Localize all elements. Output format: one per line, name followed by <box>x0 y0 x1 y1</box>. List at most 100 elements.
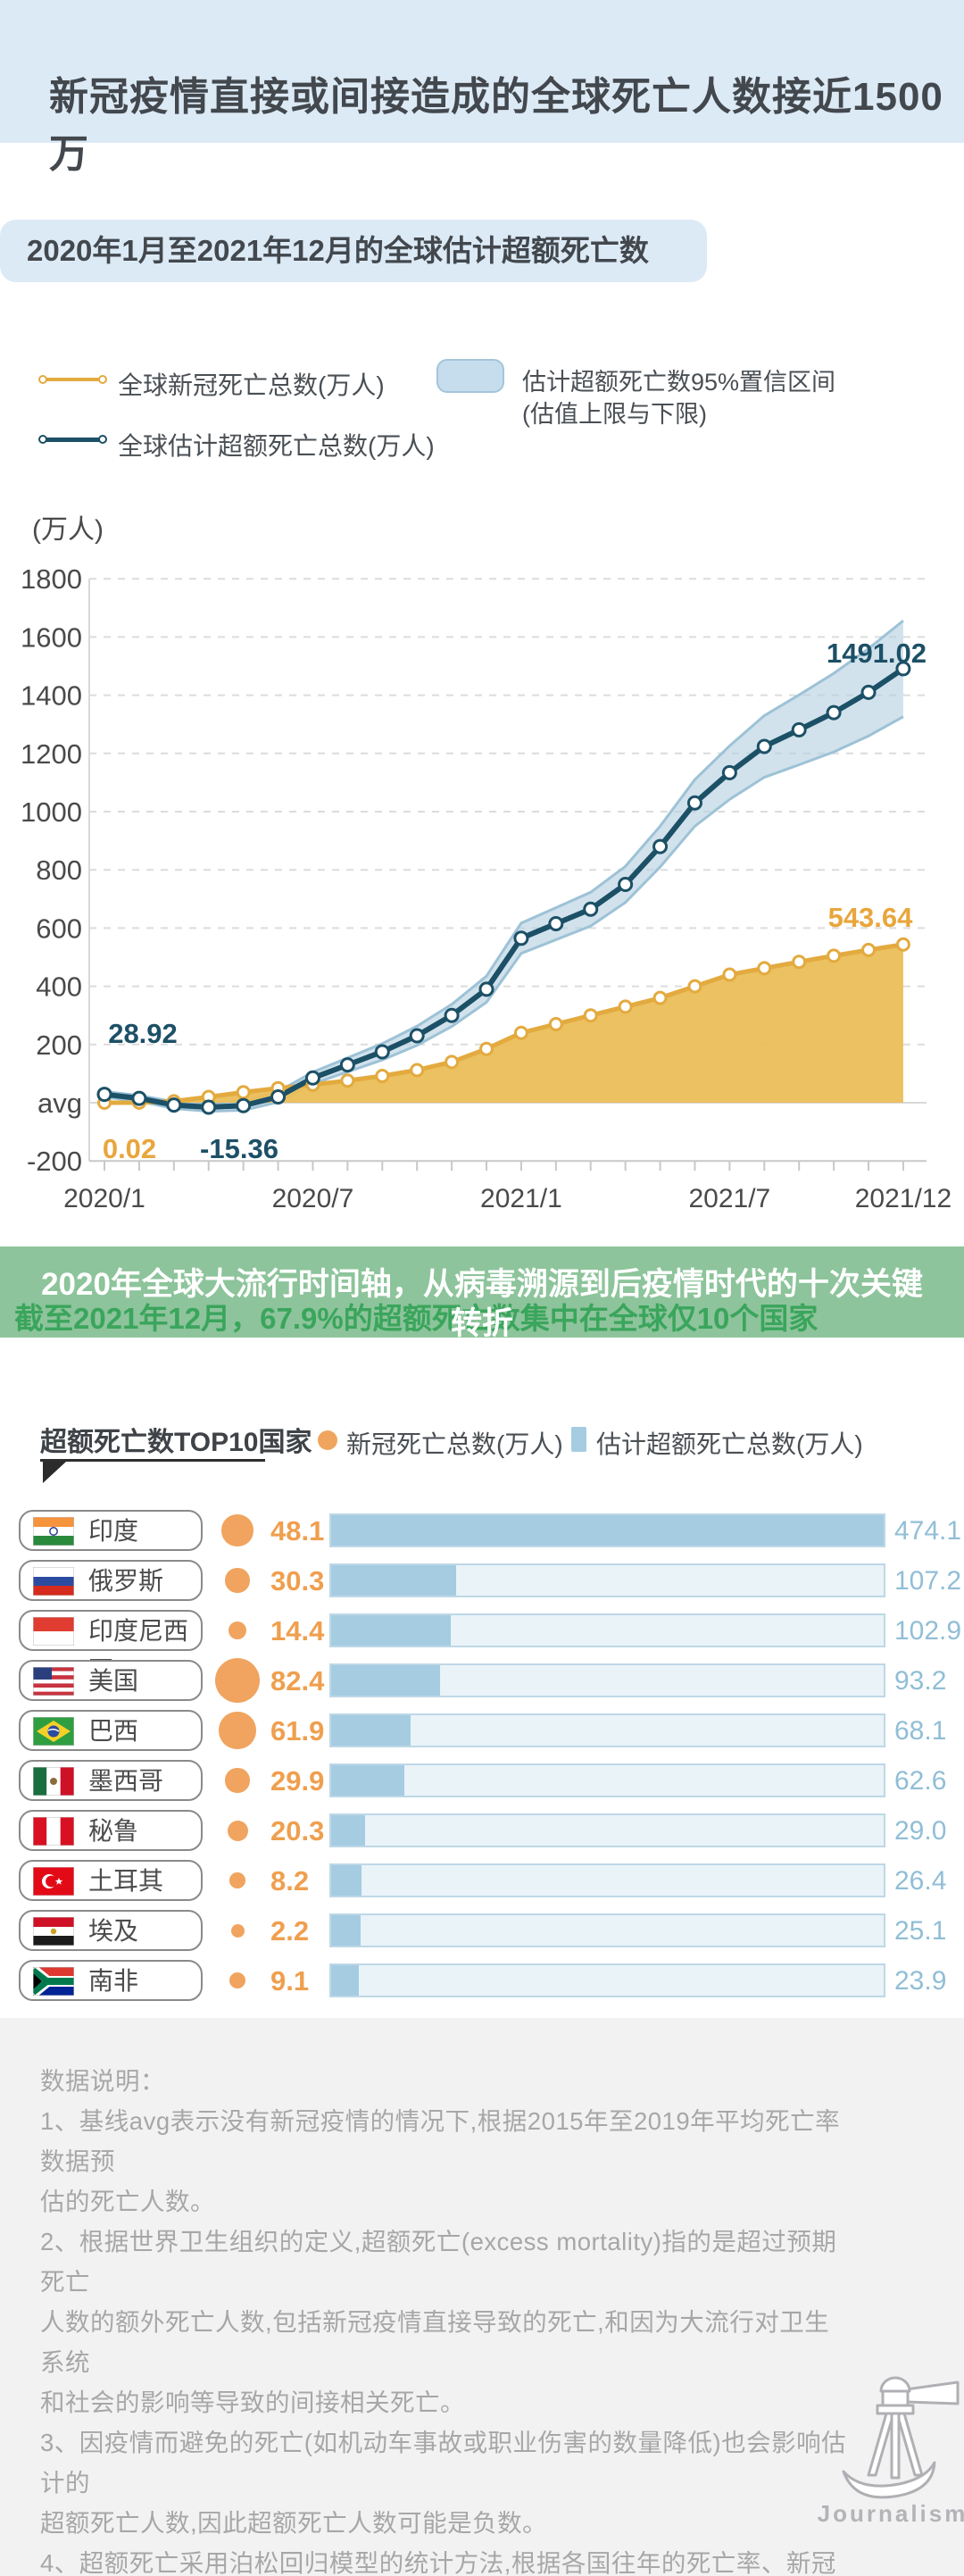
excess-deaths-value: 102.9 <box>894 1616 962 1646</box>
country-name: 印度尼西亚 <box>88 1617 189 1684</box>
bar-legend-excess-square <box>571 1427 586 1452</box>
svg-text:200: 200 <box>36 1030 82 1061</box>
svg-text:1200: 1200 <box>21 738 82 770</box>
overlay-title-line1: 2020年全球大流行时间轴，从病毒溯源到后疫情时代的十次关键 <box>41 1267 923 1302</box>
svg-text:2021/1: 2021/1 <box>480 1184 562 1213</box>
covid-deaths-value: 2.2 <box>270 1915 310 1947</box>
legend-ci-line2: (估值上限与下限) <box>522 401 707 428</box>
covid-deaths-dot <box>230 1923 245 1938</box>
svg-text:avg: avg <box>37 1088 82 1119</box>
header-banner: 新冠疫情直接或间接造成的全球死亡人数接近1500万 <box>0 0 964 176</box>
excess-bar-fill <box>331 1865 362 1896</box>
covid-deaths-dot <box>227 1820 248 1841</box>
excess-bar-fill <box>331 1565 456 1596</box>
excess-bar-track <box>329 1863 885 1897</box>
note-line-1: 1、基线avg表示没有新冠疫情的情况下,根据2015年至2019年平均死亡率数据… <box>40 2107 841 2175</box>
country-pill: 埃及 <box>19 1910 203 1951</box>
excess-bar-fill <box>331 1915 361 1946</box>
covid-deaths-value: 20.3 <box>270 1815 325 1847</box>
covid-deaths-dot <box>229 1972 245 1988</box>
chart-title-box: 2020年1月至2021年12月的全球估计超额死亡数 <box>0 220 707 282</box>
excess-deaths-value: 23.9 <box>894 1966 947 1996</box>
top10-row-tr: 土耳其 8.2 26.4 <box>0 1860 964 1901</box>
covid-deaths-value: 8.2 <box>270 1865 310 1897</box>
covid-deaths-dot <box>225 1568 250 1593</box>
eg-flag-icon <box>33 1917 74 1946</box>
country-name: 墨西哥 <box>88 1767 164 1795</box>
bar-legend-covid-label: 新冠死亡总数(万人) <box>346 1430 563 1458</box>
covid-swatch-dot-right <box>98 375 107 384</box>
covid-deaths-value: 48.1 <box>270 1515 325 1546</box>
excess-deaths-value: 29.0 <box>894 1816 947 1846</box>
top10-row-us: 美国 82.4 93.2 <box>0 1657 964 1704</box>
top10-row-in: 印度 48.1 474.1 <box>0 1510 964 1551</box>
pe-flag-icon <box>33 1817 74 1846</box>
excess-bar-track <box>329 1663 885 1697</box>
svg-text:-15.36: -15.36 <box>200 1133 278 1164</box>
page-title: 新冠疫情直接或间接造成的全球死亡人数接近1500万 <box>49 75 943 176</box>
covid-deaths-value: 82.4 <box>270 1665 325 1696</box>
svg-text:2020/7: 2020/7 <box>272 1184 354 1213</box>
covid-deaths-dot <box>221 1514 253 1546</box>
svg-text:-200: -200 <box>27 1146 82 1177</box>
svg-text:2021/12: 2021/12 <box>855 1184 952 1213</box>
logo-text: Journalism <box>817 2500 964 2527</box>
top10-section-header: 截至2021年12月，67.9%的超额死亡数集中在全球仅10个国家 <box>14 1302 819 1335</box>
top10-row-id: 印度尼西亚 14.4 102.9 <box>0 1610 964 1684</box>
country-pill: 俄罗斯 <box>19 1560 203 1601</box>
confidence-band-swatch <box>436 359 504 393</box>
note-line-8: 4、超额死亡采用泊松回归模型的统计方法,根据各国往年的死亡率、新冠死亡率 <box>40 2549 836 2576</box>
excess-deaths-value: 93.2 <box>894 1666 947 1696</box>
excess-swatch-dot-left <box>38 435 47 444</box>
excess-bar-fill <box>331 1615 451 1646</box>
svg-text:2020/1: 2020/1 <box>63 1184 145 1213</box>
country-pill: 南非 <box>19 1960 203 2001</box>
excess-deaths-value: 26.4 <box>894 1866 947 1896</box>
top10-title-underline <box>40 1459 265 1462</box>
bar-legend-excess-label: 估计超额死亡总数(万人) <box>596 1430 863 1458</box>
note-line-2: 估的死亡人数。 <box>40 2188 215 2215</box>
top10-row-pe: 秘鲁 20.3 29.0 <box>0 1810 964 1851</box>
svg-text:1800: 1800 <box>21 563 82 595</box>
excess-deaths-value: 62.6 <box>894 1766 947 1796</box>
country-name: 印度 <box>88 1517 139 1545</box>
covid-deaths-value: 30.3 <box>270 1565 325 1596</box>
covid-deaths-dot <box>228 1621 247 1640</box>
svg-text:2021/7: 2021/7 <box>688 1184 770 1213</box>
country-name: 南非 <box>88 1967 139 1995</box>
country-pill: 土耳其 <box>19 1860 203 1901</box>
country-pill: 秘鲁 <box>19 1810 203 1851</box>
ru-flag-icon <box>33 1567 74 1596</box>
covid-deaths-dot <box>225 1768 250 1793</box>
br-flag-icon <box>33 1717 74 1746</box>
excess-deaths-value: 68.1 <box>894 1716 947 1746</box>
overlay-title-line2: 转折 <box>450 1306 513 1341</box>
id-flag-icon <box>33 1617 74 1646</box>
svg-text:600: 600 <box>36 913 82 944</box>
covid-deaths-value: 29.9 <box>270 1765 325 1797</box>
note-line-4: 人数的额外死亡人数,包括新冠疫情直接导致的死亡,和因为大流行对卫生系统 <box>40 2308 830 2376</box>
in-flag-icon <box>33 1517 74 1546</box>
top10-row-mx: 墨西哥 29.9 62.6 <box>0 1760 964 1801</box>
country-pill: 墨西哥 <box>19 1760 203 1801</box>
excess-bar-fill <box>331 1965 359 1996</box>
excess-bar-fill <box>331 1665 440 1696</box>
svg-text:28.92: 28.92 <box>108 1018 178 1049</box>
note-line-7: 超额死亡人数,因此超额死亡人数可能是负数。 <box>40 2509 548 2537</box>
country-name: 秘鲁 <box>88 1817 139 1845</box>
excess-bar-track <box>329 1963 885 1997</box>
svg-text:1600: 1600 <box>21 621 82 653</box>
top10-row-br: 巴西 61.9 68.1 <box>0 1710 964 1751</box>
bar-legend-covid-dot <box>318 1430 337 1450</box>
excess-bar-track <box>329 1613 885 1647</box>
excess-bar-track <box>329 1713 885 1747</box>
covid-swatch-dot-left <box>38 375 47 384</box>
excess-bar-track <box>329 1813 885 1847</box>
top10-row-eg: 埃及 2.2 25.1 <box>0 1910 964 1951</box>
covid-deaths-dot <box>229 1872 245 1888</box>
green-banner-overlay: 截至2021年12月，67.9%的超额死亡数集中在全球仅10个国家 2020年全… <box>0 1246 964 1341</box>
excess-swatch-dot-right <box>98 435 107 444</box>
note-line-0: 数据说明： <box>40 2067 165 2095</box>
svg-text:0.02: 0.02 <box>103 1133 156 1164</box>
